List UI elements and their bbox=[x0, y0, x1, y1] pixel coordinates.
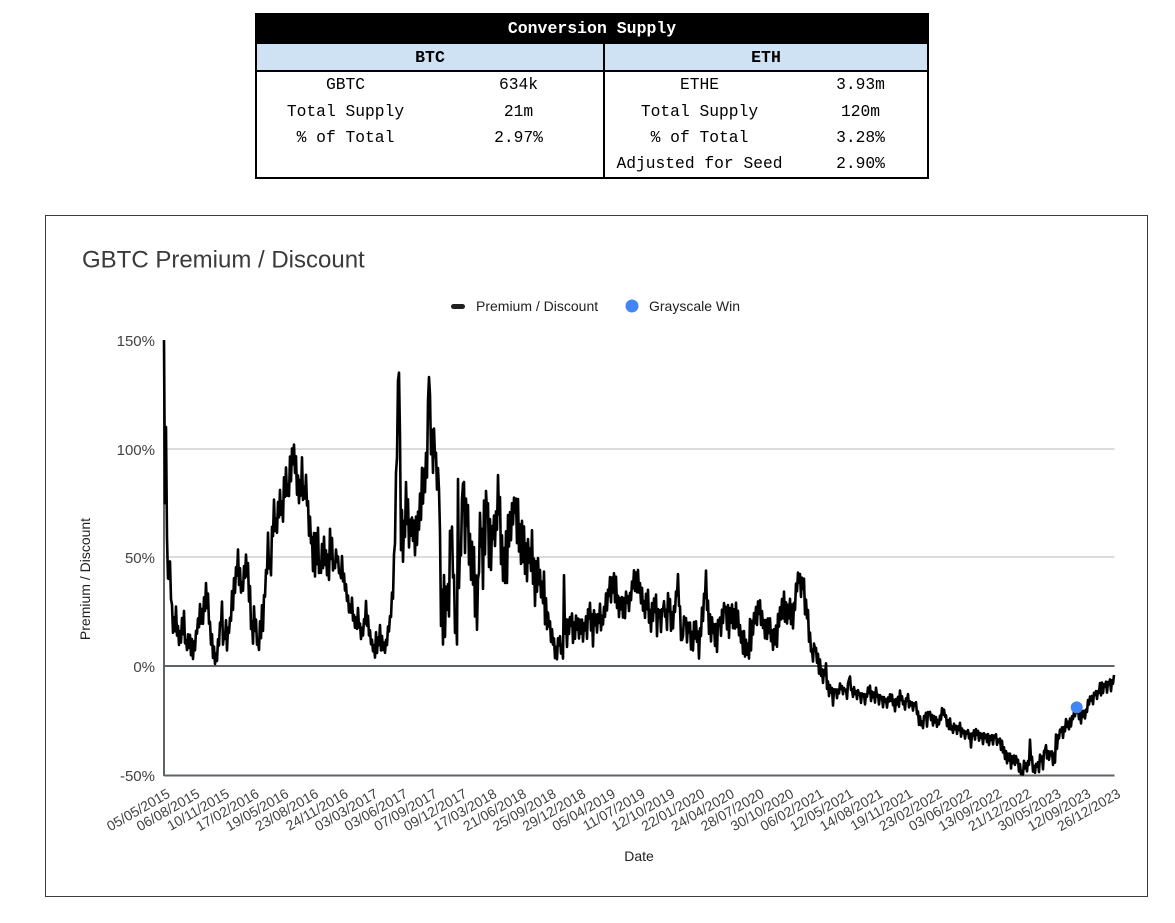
svg-text:-50%: -50% bbox=[120, 768, 155, 785]
svg-text:100%: 100% bbox=[117, 442, 155, 459]
svg-text:Premium / Discount: Premium / Discount bbox=[77, 518, 93, 640]
svg-text:Premium / Discount: Premium / Discount bbox=[476, 298, 598, 314]
svg-text:150%: 150% bbox=[117, 333, 155, 350]
svg-text:Grayscale Win: Grayscale Win bbox=[649, 298, 740, 314]
svg-text:0%: 0% bbox=[133, 659, 155, 676]
svg-text:Date: Date bbox=[624, 848, 654, 864]
svg-text:50%: 50% bbox=[125, 550, 155, 567]
svg-text:GBTC Premium / Discount: GBTC Premium / Discount bbox=[82, 247, 365, 274]
